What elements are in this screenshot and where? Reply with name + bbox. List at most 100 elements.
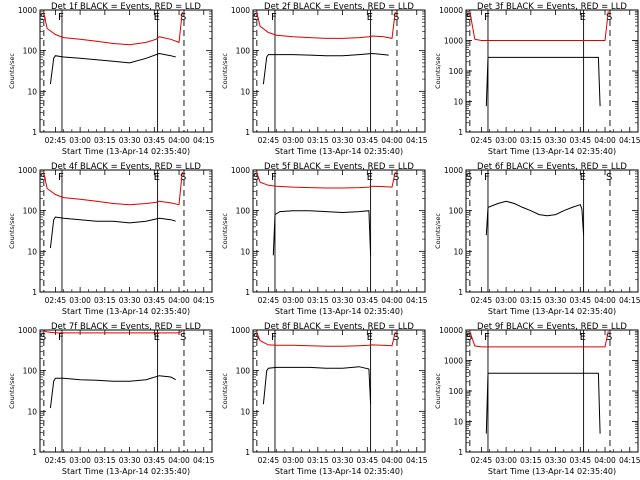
y-tick-label: 1 <box>32 128 37 137</box>
x-tick-label: 02:45 <box>471 136 493 145</box>
events-series-line <box>262 52 389 85</box>
x-axis-label: Start Time (13-Apr-14 02:35:40) <box>62 467 190 476</box>
y-tick-label: 1 <box>245 128 250 137</box>
x-tick-label: 03:00 <box>495 296 517 305</box>
x-tick-label: 04:15 <box>193 456 215 465</box>
y-tick-label: 10 <box>453 418 463 427</box>
y-tick-label: 1 <box>245 288 250 297</box>
y-tick-label: 10 <box>453 98 463 107</box>
event-marker-label: F <box>58 12 64 23</box>
event-marker-label: F <box>58 332 64 343</box>
events-series-line <box>485 372 601 434</box>
x-tick-label: 03:45 <box>569 456 591 465</box>
x-tick-label: 03:15 <box>94 456 116 465</box>
chart-panel: Det 1f BLACK = Events, RED = LLD Counts/s… <box>8 2 215 156</box>
x-tick-label: 03:45 <box>143 136 165 145</box>
event-marker-label: E <box>154 172 160 183</box>
x-tick-label: 03:15 <box>307 296 329 305</box>
event-marker-label: S <box>393 332 399 343</box>
x-tick-label: 03:30 <box>119 456 141 465</box>
y-tick-label: 10 <box>27 87 37 96</box>
event-marker-label: S <box>606 332 612 343</box>
x-tick-label: 04:00 <box>381 456 403 465</box>
y-tick-label: 10 <box>240 87 250 96</box>
panel-title: Det 7f BLACK = Events, RED = LLD <box>51 322 201 332</box>
event-marker-label: S <box>40 12 46 23</box>
event-marker-label: F <box>58 172 64 183</box>
chart-panel: Det 8f BLACK = Events, RED = LLD Counts/s… <box>221 322 428 476</box>
y-tick-label: 1 <box>245 448 250 457</box>
event-marker-label: S <box>466 172 472 183</box>
y-tick-label: 100 <box>449 207 464 216</box>
x-tick-label: 03:00 <box>282 296 304 305</box>
x-axis-label: Start Time (13-Apr-14 02:35:40) <box>275 147 403 156</box>
event-marker-label: S <box>466 12 472 23</box>
x-axis-label: Start Time (13-Apr-14 02:35:40) <box>62 147 190 156</box>
x-tick-label: 04:15 <box>619 296 640 305</box>
y-axis-label: Counts/sec <box>8 373 16 409</box>
chart-panel: Det 3f BLACK = Events, RED = LLD Counts/s… <box>434 2 640 156</box>
event-marker-label: E <box>154 12 160 23</box>
y-tick-label: 1000 <box>231 166 250 175</box>
event-marker-label: F <box>484 12 490 23</box>
x-tick-label: 02:45 <box>471 456 493 465</box>
x-tick-label: 03:45 <box>356 136 378 145</box>
event-marker-label: S <box>40 332 46 343</box>
y-tick-label: 1000 <box>18 6 37 15</box>
x-tick-label: 03:30 <box>545 136 567 145</box>
chart-panel: Det 2f BLACK = Events, RED = LLD Counts/s… <box>221 2 428 156</box>
y-tick-label: 1000 <box>18 326 37 335</box>
plot-frame <box>252 9 426 133</box>
x-tick-label: 03:45 <box>569 136 591 145</box>
event-marker-label: F <box>484 332 490 343</box>
y-tick-label: 100 <box>236 207 251 216</box>
event-marker-label: S <box>180 172 186 183</box>
x-tick-label: 03:00 <box>69 296 91 305</box>
plot-frame <box>252 169 426 293</box>
x-tick-label: 04:15 <box>619 136 640 145</box>
y-tick-label: 10000 <box>439 326 463 335</box>
y-tick-label: 1000 <box>444 37 463 46</box>
y-axis-label: Counts/sec <box>221 53 229 89</box>
x-tick-label: 04:00 <box>168 456 190 465</box>
y-axis-label: Counts/sec <box>221 373 229 409</box>
x-tick-label: 03:30 <box>332 456 354 465</box>
y-axis-label: Counts/sec <box>434 373 442 409</box>
x-tick-label: 04:15 <box>406 456 428 465</box>
event-marker-label: E <box>367 332 373 343</box>
y-tick-label: 100 <box>449 387 464 396</box>
x-tick-label: 02:45 <box>258 456 280 465</box>
lld-series-line <box>256 171 396 189</box>
event-marker-label: E <box>367 12 373 23</box>
event-marker-label: S <box>40 172 46 183</box>
x-tick-label: 03:00 <box>282 136 304 145</box>
y-tick-label: 10 <box>453 247 463 256</box>
y-tick-label: 1000 <box>231 326 250 335</box>
x-tick-label: 03:30 <box>545 296 567 305</box>
y-tick-label: 100 <box>449 67 464 76</box>
y-tick-label: 10000 <box>439 6 463 15</box>
plot-frame <box>465 169 639 293</box>
event-marker-label: E <box>580 332 586 343</box>
x-tick-label: 03:15 <box>520 136 542 145</box>
event-marker-label: S <box>466 332 472 343</box>
x-tick-label: 04:15 <box>619 456 640 465</box>
y-axis-label: Counts/sec <box>221 213 229 249</box>
plot-frame <box>39 329 213 453</box>
y-tick-label: 100 <box>23 47 38 56</box>
x-tick-label: 04:15 <box>193 296 215 305</box>
x-tick-label: 03:30 <box>545 456 567 465</box>
event-marker-label: S <box>253 12 259 23</box>
y-tick-label: 10 <box>240 247 250 256</box>
events-series-line <box>262 366 372 405</box>
y-tick-label: 100 <box>236 47 251 56</box>
x-tick-label: 03:15 <box>520 296 542 305</box>
x-tick-label: 04:15 <box>406 136 428 145</box>
event-marker-label: F <box>271 12 277 23</box>
x-tick-label: 02:45 <box>258 136 280 145</box>
x-tick-label: 04:00 <box>381 296 403 305</box>
y-tick-label: 100 <box>23 367 38 376</box>
x-axis-label: Start Time (13-Apr-14 02:35:40) <box>275 467 403 476</box>
panel-title: Det 2f BLACK = Events, RED = LLD <box>264 2 414 12</box>
x-tick-label: 03:45 <box>143 296 165 305</box>
